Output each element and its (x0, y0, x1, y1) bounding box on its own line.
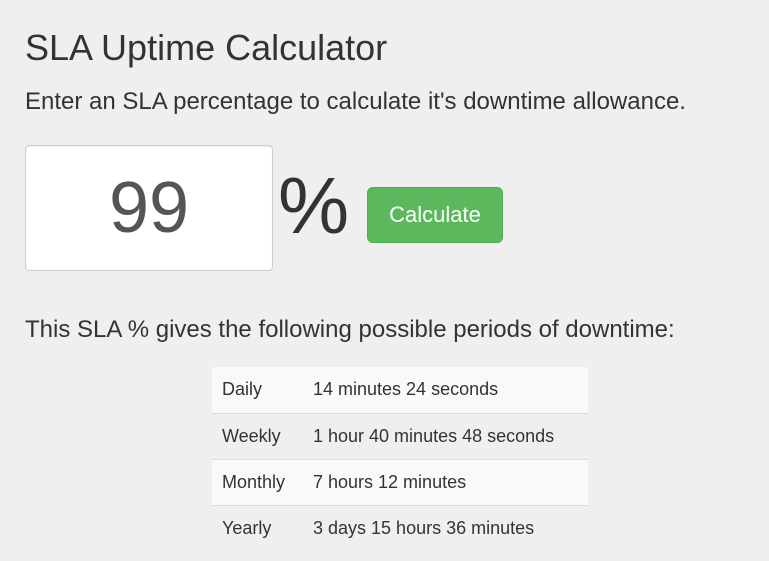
page-title: SLA Uptime Calculator (25, 27, 388, 68)
page-subtitle: Enter an SLA percentage to calculate it'… (25, 88, 686, 115)
downtime-cell: 1 hour 40 minutes 48 seconds (303, 412, 588, 459)
downtime-table: Daily 14 minutes 24 seconds Weekly 1 hou… (212, 367, 588, 551)
period-cell: Weekly (212, 412, 303, 459)
table-row: Weekly 1 hour 40 minutes 48 seconds (212, 412, 588, 459)
calculate-button[interactable]: Calculate (367, 187, 503, 243)
percent-symbol: % (278, 161, 350, 250)
downtime-cell: 7 hours 12 minutes (303, 458, 588, 505)
sla-percentage-input[interactable] (25, 145, 273, 271)
sla-input-row: % Calculate (25, 145, 725, 273)
period-cell: Yearly (212, 504, 303, 551)
period-cell: Daily (222, 379, 263, 400)
table-row: Monthly 7 hours 12 minutes (212, 458, 588, 505)
table-row: Daily 14 minutes 24 seconds (212, 367, 588, 413)
table-row: Yearly 3 days 15 hours 36 minutes (212, 504, 588, 551)
downtime-cell: 3 days 15 hours 36 minutes (303, 504, 588, 551)
results-heading: This SLA % gives the following possible … (25, 316, 675, 343)
period-cell: Monthly (212, 458, 303, 505)
downtime-cell: 14 minutes 24 seconds (313, 379, 499, 400)
